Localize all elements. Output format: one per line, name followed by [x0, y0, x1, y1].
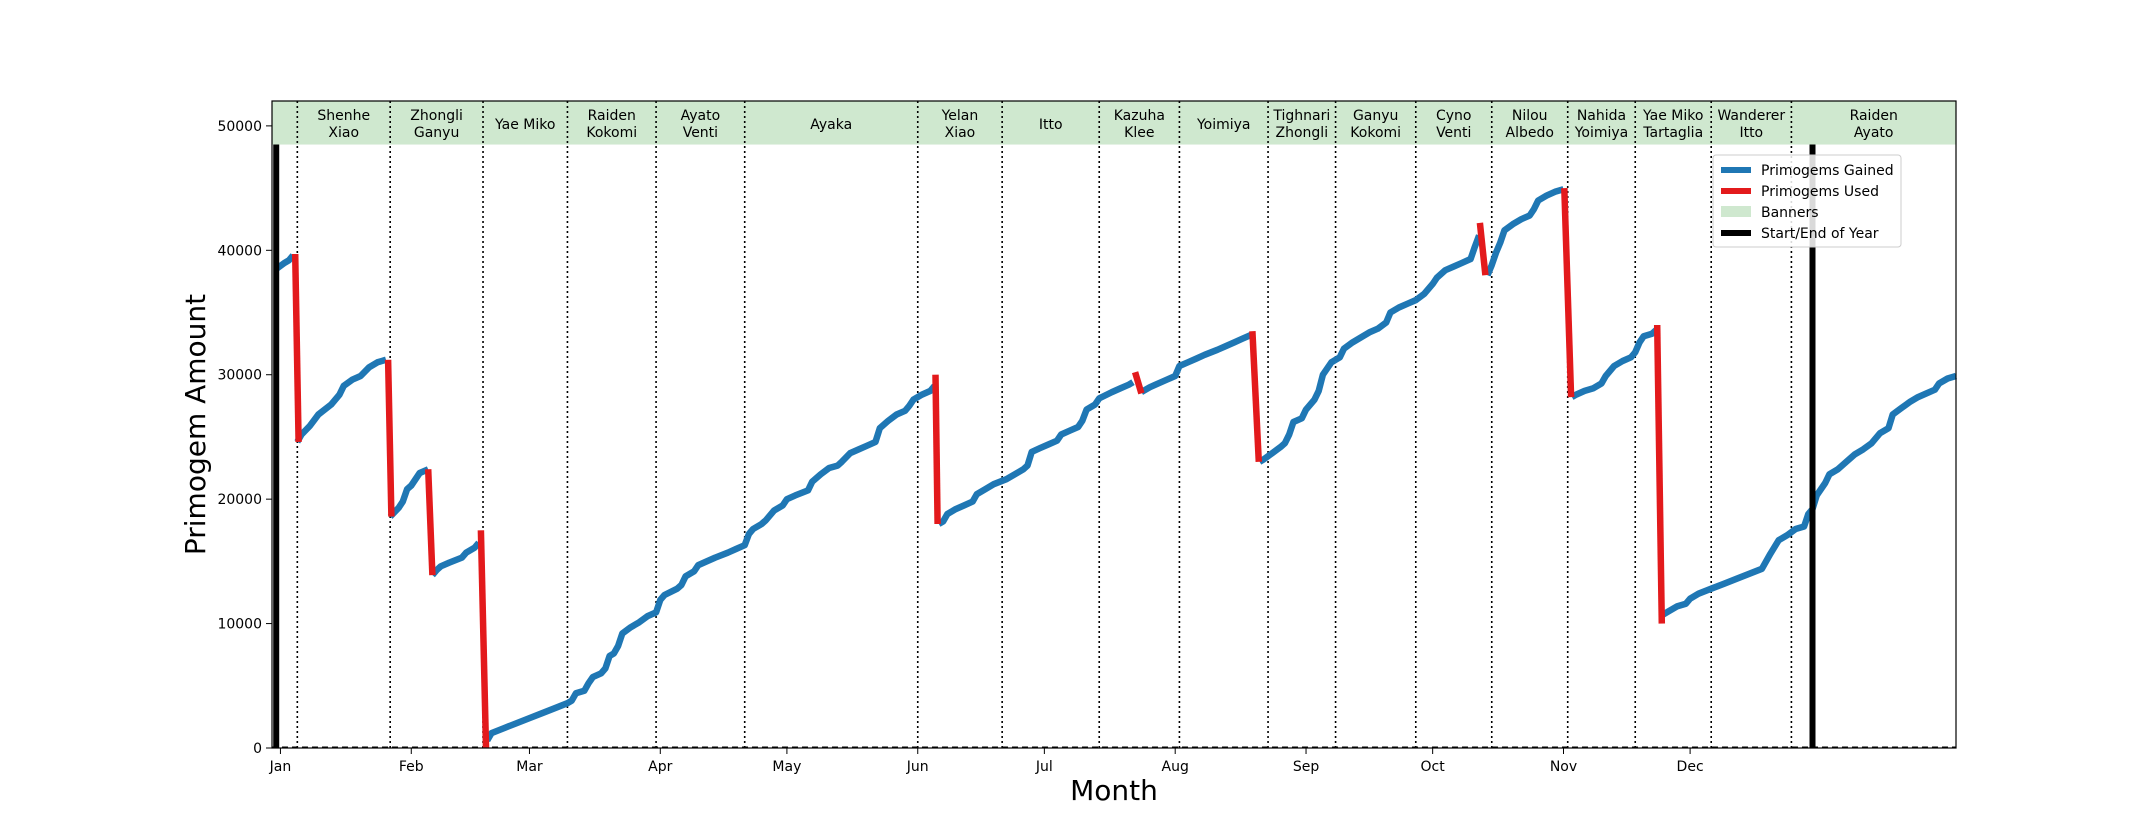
- banner-label-line1: Ayato: [681, 108, 721, 124]
- gained-line-segment: [274, 253, 296, 272]
- legend: Primogems Gained Primogems Used Banners Sta…: [1712, 154, 1902, 248]
- y-tick-label: 50000: [217, 119, 262, 135]
- gained-line-segment: [1257, 234, 1483, 465]
- used-line-segment: [1131, 371, 1145, 395]
- legend-label: Primogems Gained: [1761, 163, 1894, 179]
- banner-label-line1: Nahida: [1577, 108, 1626, 124]
- banner-label-line1: Yae Miko: [1642, 108, 1703, 124]
- gained-line-segment: [429, 540, 482, 578]
- y-tick-label: 10000: [217, 617, 262, 633]
- gained-line-segment: [294, 356, 387, 444]
- banner-label-line2: Venti: [683, 125, 718, 141]
- banner-band-fill: [272, 101, 1956, 145]
- x-tick-label: Feb: [399, 759, 424, 775]
- banner-label-line1: Shenhe: [317, 108, 370, 124]
- x-tick-label: Oct: [1421, 759, 1446, 775]
- banner-label-line1: Yoimiya: [1196, 117, 1251, 133]
- used-line-segment: [1653, 324, 1666, 624]
- y-axis-label: Primogem Amount: [179, 294, 212, 555]
- banner-label-line1: Wanderer: [1717, 108, 1785, 124]
- y-tick-label: 30000: [217, 368, 262, 384]
- gained-line-segment: [1570, 327, 1659, 400]
- x-tick-label: Nov: [1550, 759, 1577, 775]
- gained-line-segment: [937, 379, 1135, 527]
- banner-label-line1: Tighnari: [1272, 108, 1330, 124]
- series-lines: [274, 186, 1957, 749]
- used-line-segment: [291, 253, 302, 442]
- gained-line-segment: [1484, 186, 1565, 277]
- gained-line-segment: [1658, 372, 1957, 619]
- banner-label-line1: Raiden: [588, 108, 636, 124]
- banner-label-line2: Kokomi: [1350, 125, 1401, 141]
- banner-label-line2: Itto: [1739, 125, 1763, 141]
- gained-line-segment: [1139, 331, 1253, 395]
- banner-label-line2: Ganyu: [414, 125, 459, 141]
- used-line-segment: [477, 530, 490, 749]
- y-tick-label: 20000: [217, 492, 262, 508]
- banner-label-line2: Albedo: [1506, 125, 1554, 141]
- used-line-segment: [384, 359, 395, 517]
- banner-label-line1: Zhongli: [410, 108, 463, 124]
- y-tick-label: 0: [253, 741, 262, 757]
- banner-label-line1: Ganyu: [1353, 108, 1398, 124]
- banner-dividers: [272, 101, 1956, 748]
- x-tick-label: May: [772, 759, 801, 775]
- used-line-segment: [424, 469, 436, 576]
- x-tick-label: Dec: [1677, 759, 1704, 775]
- banner-label-line2: Zhongli: [1276, 125, 1329, 141]
- plot-frame: [271, 100, 1957, 749]
- banner-label-line1: Ayaka: [810, 117, 852, 133]
- x-tick-label: Sep: [1293, 759, 1320, 775]
- banner-label-line2: Xiao: [328, 125, 359, 141]
- x-tick-label: Aug: [1162, 759, 1189, 775]
- y-tick-label: 40000: [217, 243, 262, 259]
- banner-label-line2: Tartaglia: [1642, 125, 1703, 141]
- x-axis-label: Month: [1070, 774, 1158, 807]
- banner-label-line2: Kokomi: [586, 125, 637, 141]
- used-line-segment: [1476, 222, 1489, 276]
- x-axis-ticks: Jan Feb Mar Apr May Jun Jul Aug Sep Oct Nov Dec: [269, 748, 1704, 775]
- legend-swatch: [1721, 206, 1751, 217]
- used-line-segment: [1249, 331, 1263, 462]
- gained-line-segment: [387, 466, 430, 519]
- banner-label-line1: Yelan: [941, 108, 979, 124]
- banner-label-line1: Raiden: [1850, 108, 1898, 124]
- banner-label-line2: Venti: [1436, 125, 1471, 141]
- banner-label-line2: Klee: [1124, 125, 1154, 141]
- legend-label: Banners: [1761, 205, 1819, 221]
- y-axis-ticks: 0 10000 20000 30000 40000 50000: [217, 119, 272, 757]
- banner-label-line1: Nilou: [1512, 108, 1548, 124]
- used-line-segment: [932, 374, 941, 525]
- x-tick-label: Mar: [516, 759, 543, 775]
- banner-label-line1: Cyno: [1436, 108, 1472, 124]
- banner-label-line1: Yae Miko: [494, 117, 555, 133]
- x-tick-label: Jul: [1035, 759, 1053, 775]
- used-line-segment: [1561, 187, 1575, 398]
- banner-label-line1: Kazuha: [1114, 108, 1165, 124]
- banner-label-line2: Yoimiya: [1574, 125, 1629, 141]
- gained-line-segment: [484, 383, 938, 743]
- banner-label-line2: Xiao: [945, 125, 976, 141]
- banner-label-line1: Itto: [1039, 117, 1063, 133]
- legend-box: [1712, 154, 1902, 248]
- legend-label: Primogems Used: [1761, 184, 1879, 200]
- x-tick-label: Jan: [269, 759, 292, 775]
- x-tick-label: Apr: [648, 759, 672, 775]
- banner-label-line2: Ayato: [1854, 125, 1894, 141]
- x-tick-label: Jun: [906, 759, 929, 775]
- legend-label: Start/End of Year: [1761, 226, 1879, 242]
